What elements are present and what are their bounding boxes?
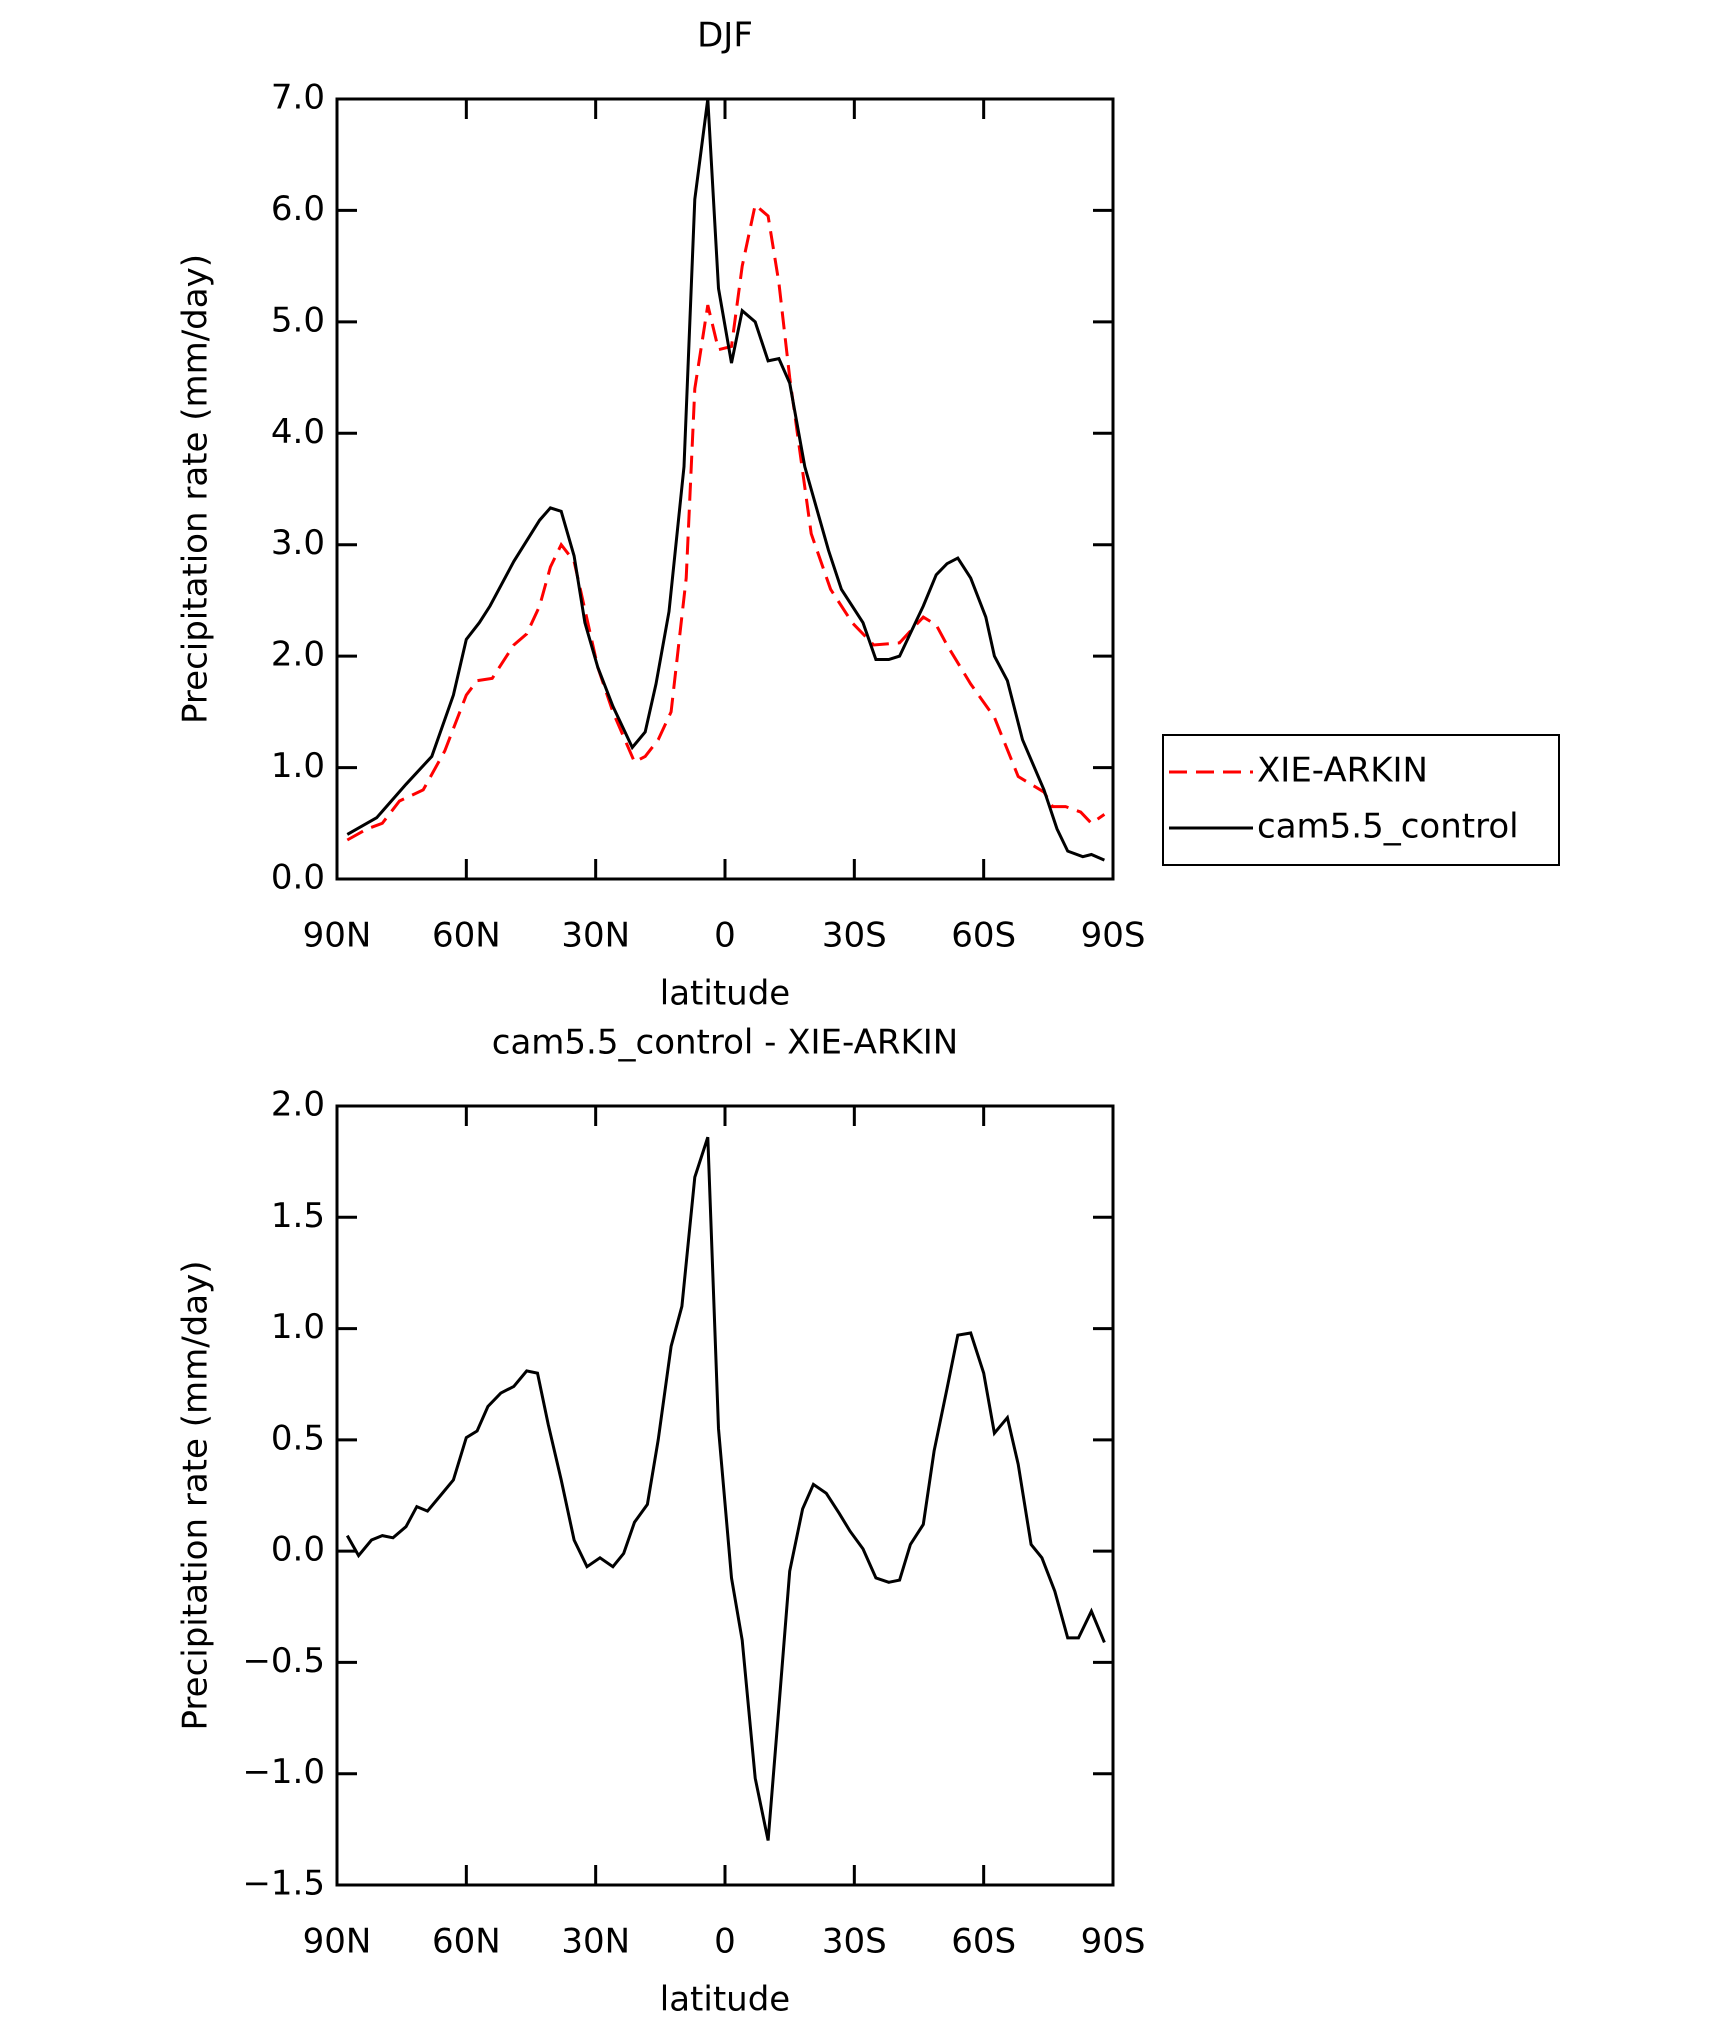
y-tick-label: 3.0 (271, 523, 325, 563)
y-tick-label: −1.5 (242, 1864, 325, 1904)
y-tick-label: 5.0 (271, 300, 325, 340)
data-line (345, 1136, 1106, 1841)
plot-frame (335, 1104, 1115, 1887)
y-tick-label: −0.5 (242, 1641, 325, 1681)
y-tick-label: 0.0 (271, 858, 325, 898)
y-tick-label: 1.0 (271, 746, 325, 786)
legend-label: cam5.5_control (1257, 807, 1519, 847)
y-axis-label: Precipitation rate (mm/day) (176, 1261, 216, 1731)
x-tick-label: 30S (822, 916, 887, 956)
data-line (346, 98, 1105, 862)
x-tick-label: 30N (561, 916, 630, 956)
x-tick-label: 30N (561, 1922, 630, 1962)
y-tick-label: 0.5 (271, 1418, 325, 1458)
y-tick-label: 0.0 (271, 1530, 325, 1570)
x-tick-label: 90S (1081, 1922, 1146, 1962)
x-axis-label: latitude (660, 1980, 790, 2020)
x-tick-label: 60N (432, 1922, 501, 1962)
data-line (346, 202, 1106, 842)
legend-label: XIE-ARKIN (1257, 751, 1428, 791)
chart-title: DJF (697, 16, 753, 56)
x-tick-label: 0 (714, 916, 736, 956)
plot-frame (335, 97, 1115, 881)
x-tick-label: 90S (1081, 916, 1146, 956)
x-tick-label: 30S (822, 1922, 887, 1962)
y-tick-label: 2.0 (271, 1085, 325, 1125)
y-tick-label: 4.0 (271, 412, 325, 452)
chart-title: cam5.5_control - XIE-ARKIN (492, 1023, 958, 1063)
x-axis-label: latitude (660, 974, 790, 1014)
x-tick-label: 60S (951, 1922, 1016, 1962)
y-tick-label: 2.0 (271, 635, 325, 675)
y-tick-label: 6.0 (271, 189, 325, 229)
y-tick-label: 1.5 (271, 1196, 325, 1236)
x-tick-label: 60S (951, 916, 1016, 956)
legend-box (1162, 734, 1560, 866)
x-tick-label: 90N (303, 1922, 372, 1962)
y-tick-label: −1.0 (242, 1752, 325, 1792)
y-axis-label: Precipitation rate (mm/day) (176, 254, 216, 724)
y-tick-label: 7.0 (271, 78, 325, 118)
x-tick-label: 0 (714, 1922, 736, 1962)
x-tick-label: 60N (432, 916, 501, 956)
x-tick-label: 90N (303, 916, 372, 956)
y-tick-label: 1.0 (271, 1307, 325, 1347)
